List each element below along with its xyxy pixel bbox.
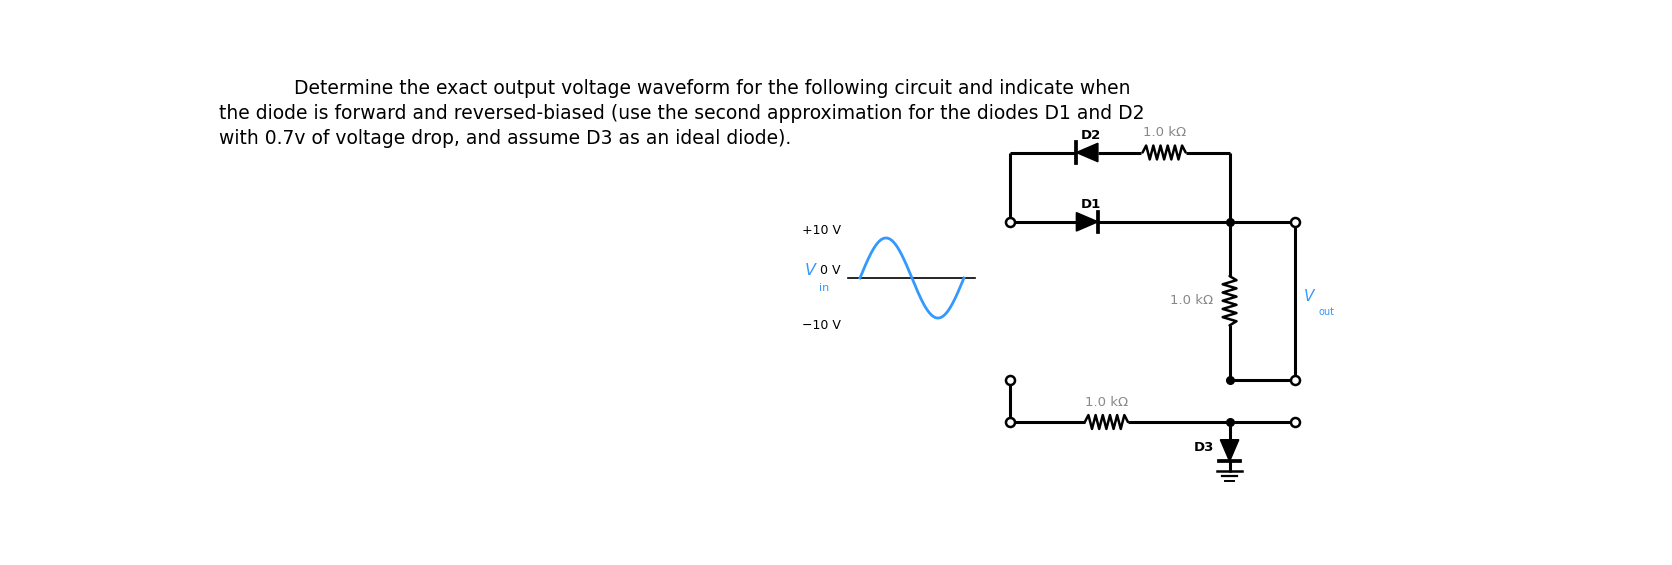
- Polygon shape: [1077, 144, 1099, 162]
- Text: 1.0 kΩ: 1.0 kΩ: [1169, 294, 1212, 307]
- Text: V: V: [804, 263, 816, 278]
- Text: in: in: [819, 283, 829, 293]
- Text: 0 V: 0 V: [821, 264, 841, 277]
- Text: 1.0 kΩ: 1.0 kΩ: [1142, 127, 1185, 140]
- Text: −10 V: −10 V: [803, 319, 841, 332]
- Polygon shape: [1221, 440, 1239, 461]
- Text: the diode is forward and reversed-biased (use the second approximation for the d: the diode is forward and reversed-biased…: [219, 104, 1145, 123]
- Polygon shape: [1077, 212, 1099, 231]
- Text: D2: D2: [1082, 129, 1102, 142]
- Text: +10 V: +10 V: [803, 224, 841, 237]
- Text: 1.0 kΩ: 1.0 kΩ: [1085, 396, 1129, 409]
- Text: with 0.7v of voltage drop, and assume D3 as an ideal diode).: with 0.7v of voltage drop, and assume D3…: [219, 129, 791, 147]
- Text: Determine the exact output voltage waveform for the following circuit and indica: Determine the exact output voltage wavef…: [294, 79, 1130, 98]
- Text: D3: D3: [1194, 441, 1214, 454]
- Text: out: out: [1318, 307, 1334, 317]
- Text: D1: D1: [1082, 198, 1102, 211]
- Text: V: V: [1304, 289, 1314, 305]
